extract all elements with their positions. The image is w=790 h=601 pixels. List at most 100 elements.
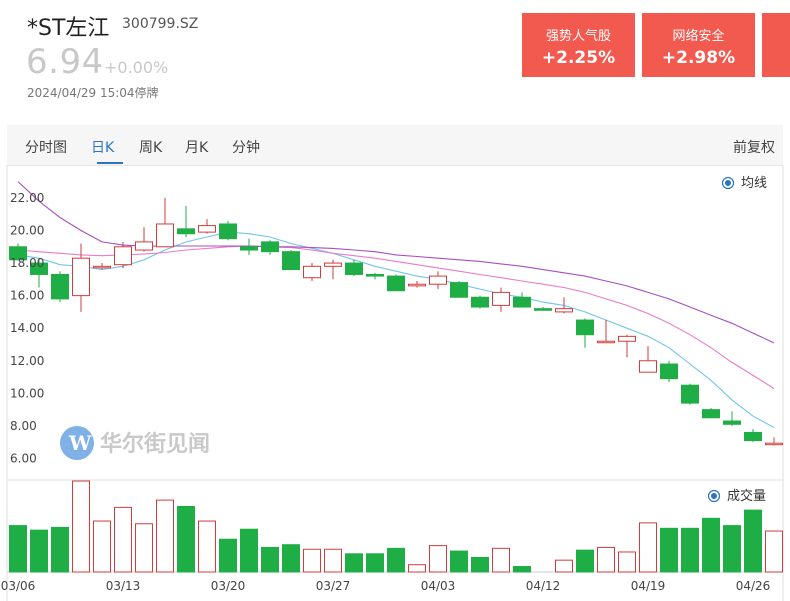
y-tick-label: 14.00 (10, 321, 44, 335)
candle (345, 259, 363, 277)
candle (282, 250, 300, 271)
volume-legend-label: 成交量 (727, 488, 766, 504)
y-tick-label: 6.00 (10, 451, 37, 465)
candle (429, 271, 447, 290)
volume-bar (555, 559, 573, 573)
candle-body (555, 308, 573, 313)
watermark-text: 华尔街见闻 (100, 431, 210, 457)
candlestick-chart[interactable]: 6.00 8.00 10.00 12.00 14.00 16.00 18.00 20.00 22… (0, 165, 790, 601)
x-tick-label: 04/19 (631, 579, 666, 593)
candle-body (408, 283, 426, 287)
candle-body (240, 246, 258, 251)
x-axis-ticks: 03/06 03/13 03/20 03/27 04/03 04/12 04/19 04/26 (1, 579, 771, 593)
candle-body (513, 296, 531, 308)
trading-status: 2024/04/29 15:04停牌 (27, 86, 159, 100)
volume-bar (9, 525, 27, 573)
candle-body (30, 262, 48, 275)
candle (156, 197, 174, 248)
x-tick-label: 03/13 (106, 579, 141, 593)
volume-bar (450, 550, 468, 573)
tab-minute[interactable]: 分钟 (232, 140, 260, 156)
x-tick-label: 03/27 (316, 579, 351, 593)
candle (114, 241, 132, 268)
ma-radio-icon[interactable] (721, 176, 735, 190)
volume-bar (282, 544, 300, 573)
candle-body (639, 360, 657, 373)
candle-body (534, 308, 552, 311)
ma-legend-label: 均线 (741, 176, 767, 191)
tab-monthly-k[interactable]: 月K (185, 140, 209, 156)
concept-badge-popular[interactable]: 强势人气股 +2.25% (522, 13, 635, 77)
y-tick-label: 10.00 (10, 386, 44, 400)
volume-bar (72, 480, 90, 573)
tab-intraday[interactable]: 分时图 (25, 140, 67, 156)
candle-body (114, 246, 132, 266)
candle (303, 263, 321, 281)
candle (324, 259, 342, 280)
candle (702, 408, 720, 419)
candle-body (51, 273, 69, 300)
candle-body (366, 273, 384, 277)
tab-daily-k[interactable]: 日K (91, 140, 115, 156)
candle-body (450, 282, 468, 298)
stock-price: 6.94 (26, 42, 104, 82)
concept-badge-partial[interactable] (762, 13, 790, 77)
candle (177, 206, 195, 237)
candle (408, 280, 426, 288)
volume-bar (471, 556, 489, 573)
candle (366, 272, 384, 280)
volume-bar (114, 506, 132, 573)
y-tick-label: 20.00 (10, 223, 44, 237)
volume-bar (93, 520, 111, 573)
volume-bars (9, 480, 783, 573)
tab-weekly-k[interactable]: 周K (139, 140, 163, 156)
volume-radio-icon[interactable] (707, 489, 721, 503)
volume-bar (387, 547, 405, 573)
candle-body (702, 409, 720, 419)
volume-bar (639, 522, 657, 573)
candle (30, 258, 48, 288)
candle-body (597, 340, 615, 344)
x-tick-label: 03/06 (1, 579, 36, 593)
volume-bar (156, 499, 174, 573)
y-axis-ticks: 6.00 8.00 10.00 12.00 14.00 16.00 18.00 20.00 22… (10, 191, 44, 466)
volume-bar (618, 551, 636, 573)
candle-body (93, 265, 111, 269)
volume-bar (177, 505, 195, 573)
concept-badge-network-security[interactable]: 网络安全 +2.98% (642, 13, 755, 77)
candle-body (744, 431, 762, 442)
x-tick-label: 03/20 (211, 579, 246, 593)
candle (660, 360, 678, 382)
price-change: +0.00% (104, 58, 169, 77)
candle (534, 307, 552, 311)
concept-name: 强势人气股 (545, 29, 611, 44)
candle-body (471, 296, 489, 308)
candle-body (324, 262, 342, 267)
volume-bar (408, 564, 426, 573)
candle-body (765, 442, 783, 446)
chart-tab-bar: 分时图 日K 周K 月K 分钟 前复权 (7, 125, 783, 166)
volume-bar (513, 566, 531, 573)
volume-bar (219, 538, 237, 573)
ma-line-1 (17, 245, 775, 389)
concept-name: 网络安全 (672, 29, 725, 44)
volume-bar (702, 517, 720, 573)
volume-bar (597, 546, 615, 573)
volume-legend[interactable]: 成交量 (707, 488, 767, 504)
candle-body (723, 420, 741, 425)
forward-adjust-toggle[interactable]: 前复权 (733, 140, 775, 156)
watermark-logo-icon (60, 426, 94, 460)
volume-bar (30, 529, 48, 573)
concept-change: +2.25% (541, 48, 616, 68)
candle (555, 297, 573, 314)
candle (471, 295, 489, 309)
volume-bar (303, 548, 321, 573)
candle (93, 263, 111, 270)
x-tick-label: 04/03 (421, 579, 456, 593)
price-candles (9, 197, 783, 446)
candle (240, 238, 258, 255)
volume-bar (135, 523, 153, 573)
volume-bar (492, 547, 510, 573)
active-tab-indicator (97, 162, 123, 164)
ma-legend[interactable]: 均线 (721, 176, 768, 191)
